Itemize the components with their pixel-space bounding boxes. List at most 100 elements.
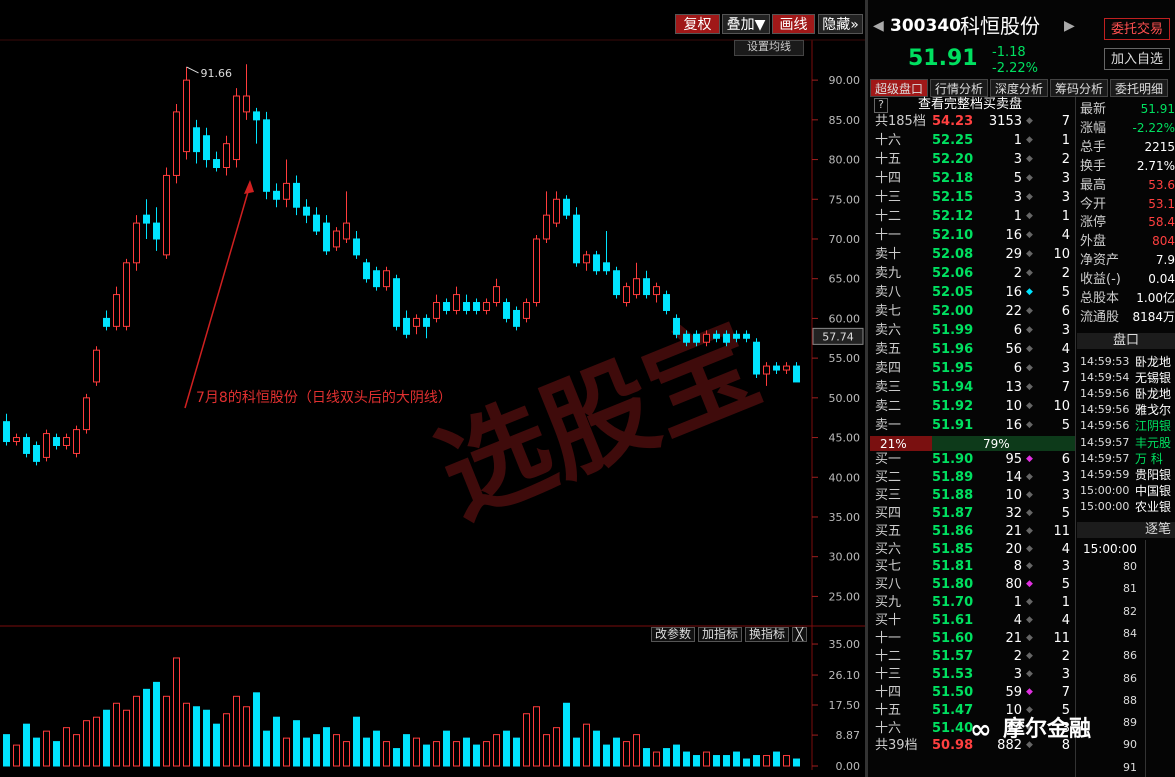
book-count: 3 bbox=[1061, 323, 1070, 338]
candle-body bbox=[443, 302, 450, 311]
volume-bar bbox=[703, 751, 710, 767]
candle-body bbox=[743, 333, 750, 339]
stock-name: 科恒股份 bbox=[960, 14, 1040, 38]
help-icon[interactable]: ? bbox=[874, 98, 888, 113]
volume-bar bbox=[43, 730, 50, 767]
trade-name: 农业银 bbox=[1135, 499, 1172, 514]
ma-setting[interactable]: 设置均线 bbox=[734, 40, 804, 56]
candle-body bbox=[553, 198, 560, 224]
panel-tab[interactable]: 委托明细 bbox=[1110, 79, 1168, 97]
candle-body bbox=[173, 111, 180, 176]
trade-name: 无锡银 bbox=[1135, 371, 1172, 386]
book-price: 52.12 bbox=[932, 209, 974, 224]
candle-body bbox=[703, 333, 710, 343]
book-count: 5 bbox=[1061, 418, 1070, 433]
volume-bar bbox=[663, 748, 670, 767]
book-count: 5 bbox=[1061, 702, 1070, 718]
volume-bar bbox=[333, 734, 340, 767]
candle-body bbox=[163, 174, 170, 256]
book-count: 3 bbox=[1061, 190, 1070, 205]
stat-label: 最新 bbox=[1080, 102, 1107, 117]
trade-name: 卧龙地 bbox=[1135, 387, 1172, 402]
stat-label: 涨停 bbox=[1080, 215, 1107, 231]
panel-tab[interactable]: 筹码分析 bbox=[1050, 79, 1108, 97]
book-volume: 6 bbox=[1013, 323, 1022, 338]
book-level: 买二 bbox=[875, 469, 902, 485]
volume-bar bbox=[513, 737, 520, 767]
full-book-link[interactable]: 查看完整档买卖盘 bbox=[918, 97, 1023, 112]
volume-bar bbox=[533, 706, 540, 767]
stats-divider bbox=[1075, 97, 1076, 777]
book-dot: ◆ bbox=[1026, 543, 1033, 554]
book-dot: ◆ bbox=[1026, 306, 1033, 316]
book-count: 2 bbox=[1061, 648, 1070, 664]
y-tick-label: 0.00 bbox=[836, 760, 861, 773]
volume-bar bbox=[233, 695, 240, 767]
volume-bar bbox=[53, 741, 60, 767]
logo-text: 摩尔金融 bbox=[1003, 717, 1092, 742]
volume-bar bbox=[683, 751, 690, 767]
book-level: 买一 bbox=[875, 452, 902, 467]
book-dot: ◆ bbox=[1026, 344, 1033, 354]
trade-name: 丰元股 bbox=[1135, 435, 1172, 450]
trade-time: 14:59:59 bbox=[1080, 467, 1130, 481]
book-level: 卖一 bbox=[875, 418, 902, 433]
book-dot: ◆ bbox=[1026, 686, 1033, 697]
volume-bar bbox=[143, 688, 150, 767]
book-level: 买九 bbox=[875, 595, 902, 611]
book-count: 3 bbox=[1061, 469, 1070, 485]
toolbar-button[interactable]: 画线 bbox=[772, 14, 815, 34]
candle-body bbox=[463, 302, 470, 311]
volume-bar bbox=[303, 737, 310, 767]
book-dot: ◆ bbox=[1026, 471, 1033, 482]
candle-body bbox=[773, 365, 780, 371]
candle-body bbox=[303, 206, 310, 216]
toolbar-button[interactable]: 复权 bbox=[675, 14, 720, 34]
book-count: 1 bbox=[1061, 209, 1070, 224]
trade-time: 14:59:57 bbox=[1080, 451, 1130, 465]
candle-body bbox=[583, 254, 590, 264]
indicator-button[interactable]: 改参数 bbox=[651, 627, 695, 642]
volume-bar bbox=[63, 727, 70, 767]
candle-body bbox=[383, 270, 390, 288]
stat-label: 总手 bbox=[1080, 139, 1107, 155]
quote-button[interactable]: 加入自选 bbox=[1104, 48, 1170, 70]
book-volume: 10 bbox=[1005, 487, 1022, 503]
book-level: 卖六 bbox=[875, 323, 902, 338]
y-tick-label: 85.00 bbox=[829, 114, 861, 127]
panel-tab[interactable]: 行情分析 bbox=[930, 79, 988, 97]
book-count: 5 bbox=[1061, 285, 1070, 300]
book-count: 3 bbox=[1061, 361, 1070, 376]
indicator-button[interactable]: ╳ bbox=[792, 627, 807, 642]
candle-body bbox=[613, 270, 620, 296]
book-level: 卖八 bbox=[875, 285, 902, 300]
book-price: 51.70 bbox=[932, 595, 974, 611]
volume-bar bbox=[463, 737, 470, 767]
volume-bar bbox=[443, 730, 450, 767]
book-volume: 12 bbox=[1005, 720, 1022, 736]
book-dot: ◆ bbox=[1026, 135, 1033, 145]
book-level: 十二 bbox=[875, 209, 902, 224]
trade-time: 15:00:00 bbox=[1080, 499, 1130, 513]
volume-bar bbox=[33, 737, 40, 767]
indicator-button[interactable]: 换指标 bbox=[745, 627, 789, 642]
volume-bar bbox=[723, 755, 730, 767]
quote-button[interactable]: 委托交易 bbox=[1104, 18, 1170, 40]
y-tick-label: 80.00 bbox=[829, 154, 861, 167]
panel-tab[interactable]: 深度分析 bbox=[990, 79, 1048, 97]
stat-label: 净资产 bbox=[1080, 253, 1120, 269]
last-price-box bbox=[812, 327, 864, 345]
logo-icon: ∞ bbox=[970, 715, 992, 745]
toolbar-button[interactable]: 叠加▼ bbox=[722, 14, 770, 34]
stat-label: 外盘 bbox=[1080, 234, 1107, 250]
candle-body bbox=[793, 365, 800, 383]
toolbar-button[interactable]: 隐藏» bbox=[818, 14, 863, 34]
book-level: 十四 bbox=[875, 684, 902, 700]
book-volume: 59 bbox=[1005, 684, 1022, 700]
book-dot: ◆ bbox=[1026, 650, 1033, 661]
candle-body bbox=[23, 437, 30, 454]
candle-body bbox=[343, 222, 350, 240]
book-price: 51.92 bbox=[932, 399, 974, 414]
panel-tab[interactable]: 超级盘口 bbox=[870, 79, 928, 97]
indicator-button[interactable]: 加指标 bbox=[698, 627, 742, 642]
